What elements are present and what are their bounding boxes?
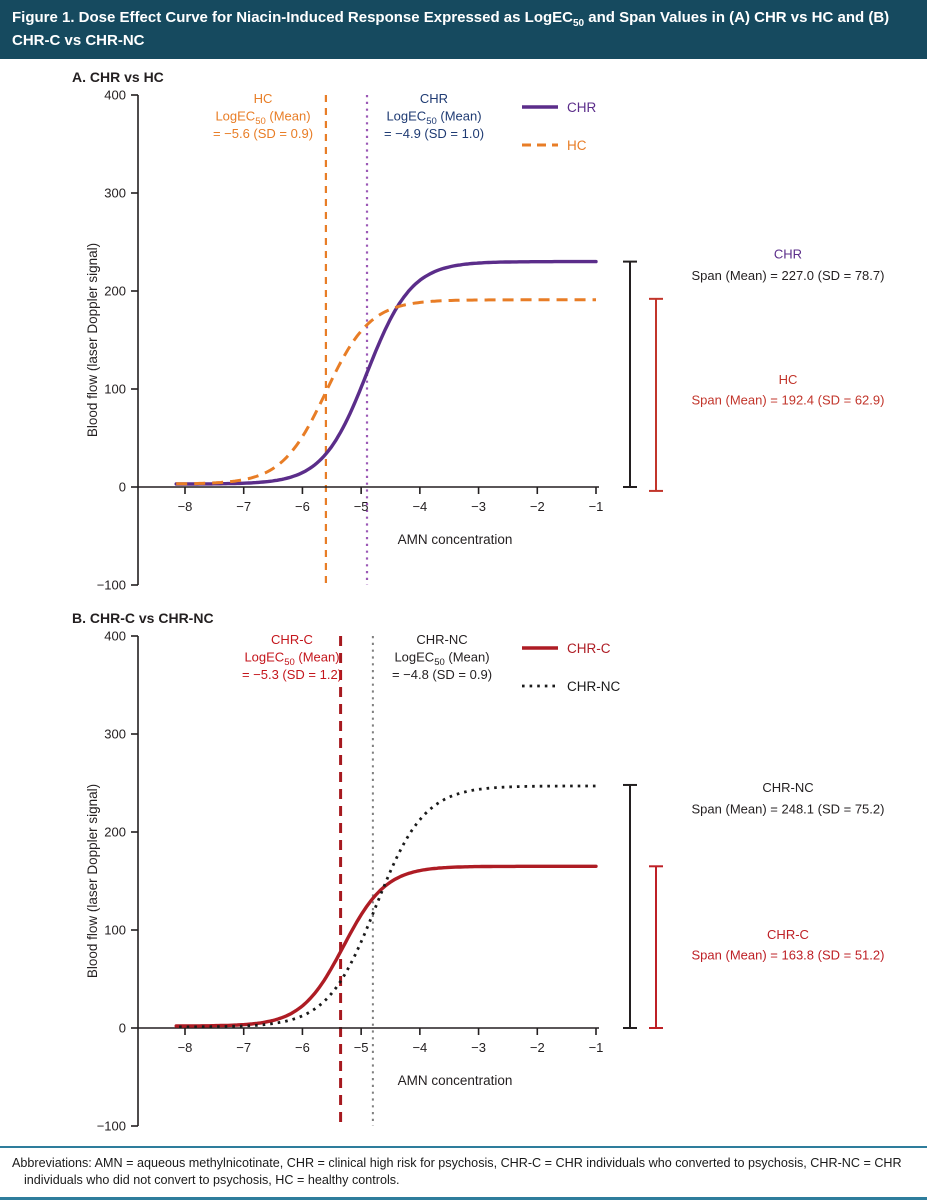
panel-a: A. CHR vs HC 400 300 200 100 0 −100 −8 −7 −6 −5 −4… xyxy=(0,59,927,600)
svg-text:−2: −2 xyxy=(530,1040,545,1055)
svg-text:CHR: CHR xyxy=(774,246,802,261)
figure-title-suffix: and Span Values in (A) CHR vs HC and (B)… xyxy=(12,9,890,49)
svg-text:−8: −8 xyxy=(178,1040,193,1055)
svg-text:= −5.6 (SD = 0.9): = −5.6 (SD = 0.9) xyxy=(213,126,313,141)
svg-text:−100: −100 xyxy=(97,1118,126,1133)
annotation-chr-logec50: CHR LogEC50 (Mean)= −4.9 (SD = 1.0) xyxy=(384,91,484,141)
series-CHR xyxy=(174,259,598,486)
svg-text:−6: −6 xyxy=(295,499,310,514)
svg-text:−4: −4 xyxy=(412,499,427,514)
legend-label-HC: HC xyxy=(567,138,587,153)
legend-label-CHR-C: CHR-C xyxy=(567,641,611,656)
svg-text:−5: −5 xyxy=(354,499,369,514)
annotation-chrc-logec50: CHR-C LogEC50 (Mean)= −5.3 (SD = 1.2) xyxy=(242,632,342,682)
panel-b: B. CHR-C vs CHR-NC 400 300 200 100 0 −100 −8 −7… xyxy=(0,600,927,1141)
axes: 400 300 200 100 0 −100 −8 −7 −6 −5 −4 −3 −2 −1 xyxy=(97,87,604,592)
span-bracket: HC Span (Mean) = 192.4 (SD = 62.9) xyxy=(649,297,885,492)
chart-a: 400 300 200 100 0 −100 −8 −7 −6 −5 −4 −3 −2 −1 Blood f… xyxy=(85,87,885,592)
svg-text:−100: −100 xyxy=(97,577,126,592)
svg-text:LogEC50 (Mean): LogEC50 (Mean) xyxy=(215,108,310,127)
svg-text:100: 100 xyxy=(104,381,126,396)
series-HC xyxy=(176,298,596,486)
svg-text:−8: −8 xyxy=(178,499,193,514)
annotation-chrnc-logec50: CHR-NC LogEC50 (Mean)= −4.8 (SD = 0.9) xyxy=(392,632,492,682)
svg-text:−1: −1 xyxy=(589,499,604,514)
figure-title: Figure 1. Dose Effect Curve for Niacin-I… xyxy=(12,9,889,49)
span-bracket: CHR-C Span (Mean) = 163.8 (SD = 51.2) xyxy=(649,865,885,1029)
svg-text:HC: HC xyxy=(254,91,273,106)
span-bracket: CHR-NC Span (Mean) = 248.1 (SD = 75.2) xyxy=(623,780,885,1029)
series-CHR-C xyxy=(174,864,598,1028)
svg-text:HC: HC xyxy=(779,372,798,387)
y-axis-label: Blood flow (laser Doppler signal) xyxy=(85,243,100,437)
x-axis-label: AMN concentration xyxy=(398,1073,513,1088)
svg-text:200: 200 xyxy=(104,824,126,839)
svg-text:−5: −5 xyxy=(354,1040,369,1055)
legend-label-CHR: CHR xyxy=(567,100,596,115)
svg-text:CHR-NC: CHR-NC xyxy=(416,632,467,647)
svg-text:−6: −6 xyxy=(295,1040,310,1055)
reference-lines xyxy=(324,94,369,585)
abbreviations-text: Abbreviations: AMN = aqueous methylnicot… xyxy=(12,1156,902,1187)
svg-text:= −4.9 (SD = 1.0): = −4.9 (SD = 1.0) xyxy=(384,126,484,141)
svg-text:= −4.8 (SD = 0.9): = −4.8 (SD = 0.9) xyxy=(392,667,492,682)
svg-text:−7: −7 xyxy=(236,499,251,514)
svg-text:400: 400 xyxy=(104,87,126,102)
svg-text:200: 200 xyxy=(104,283,126,298)
svg-text:0: 0 xyxy=(119,1020,126,1035)
span-bracket: CHR Span (Mean) = 227.0 (SD = 78.7) xyxy=(623,246,885,488)
figure-title-subscript: 50 xyxy=(572,18,585,29)
legend: CHR HC xyxy=(522,100,596,153)
annotation-hc-logec50: HC LogEC50 (Mean)= −5.6 (SD = 0.9) xyxy=(213,91,313,141)
svg-text:CHR-C: CHR-C xyxy=(271,632,313,647)
figure-header: Figure 1. Dose Effect Curve for Niacin-I… xyxy=(0,0,927,59)
axes: 400 300 200 100 0 −100 −8 −7 −6 −5 −4 −3 −2 −1 xyxy=(97,628,604,1133)
y-axis-label: Blood flow (laser Doppler signal) xyxy=(85,784,100,978)
panel-a-title: A. CHR vs HC xyxy=(72,68,164,85)
svg-text:Span (Mean) = 192.4 (SD = 62.9: Span (Mean) = 192.4 (SD = 62.9) xyxy=(692,392,885,407)
series-CHR-NC xyxy=(179,784,596,1029)
svg-text:−2: −2 xyxy=(530,499,545,514)
svg-text:0: 0 xyxy=(119,479,126,494)
svg-text:CHR-NC: CHR-NC xyxy=(762,780,813,795)
svg-text:400: 400 xyxy=(104,628,126,643)
panel-b-title: B. CHR-C vs CHR-NC xyxy=(72,609,214,626)
svg-text:300: 300 xyxy=(104,726,126,741)
reference-lines xyxy=(339,635,374,1126)
svg-text:LogEC50 (Mean): LogEC50 (Mean) xyxy=(244,649,339,668)
svg-text:−1: −1 xyxy=(589,1040,604,1055)
svg-text:CHR: CHR xyxy=(420,91,448,106)
figure-title-prefix: Figure 1. Dose Effect Curve for Niacin-I… xyxy=(12,9,573,26)
svg-text:LogEC50 (Mean): LogEC50 (Mean) xyxy=(386,108,481,127)
svg-text:300: 300 xyxy=(104,185,126,200)
legend: CHR-C CHR-NC xyxy=(522,641,620,694)
svg-text:Span (Mean) = 163.8 (SD = 51.2: Span (Mean) = 163.8 (SD = 51.2) xyxy=(692,947,885,962)
chart-b: 400 300 200 100 0 −100 −8 −7 −6 −5 −4 −3 −2 −1 Blood f… xyxy=(85,628,885,1133)
svg-text:100: 100 xyxy=(104,922,126,937)
svg-text:Span (Mean) = 227.0 (SD = 78.7: Span (Mean) = 227.0 (SD = 78.7) xyxy=(692,268,885,283)
svg-text:−7: −7 xyxy=(236,1040,251,1055)
svg-text:−3: −3 xyxy=(471,1040,486,1055)
svg-text:CHR-C: CHR-C xyxy=(767,927,809,942)
legend-label-CHR-NC: CHR-NC xyxy=(567,679,620,694)
svg-text:= −5.3 (SD = 1.2): = −5.3 (SD = 1.2) xyxy=(242,667,342,682)
abbreviations-footnote: Abbreviations: AMN = aqueous methylnicot… xyxy=(0,1146,927,1197)
x-axis-label: AMN concentration xyxy=(398,532,513,547)
svg-text:LogEC50 (Mean): LogEC50 (Mean) xyxy=(394,649,489,668)
svg-text:Span (Mean) = 248.1 (SD = 75.2: Span (Mean) = 248.1 (SD = 75.2) xyxy=(692,801,885,816)
svg-text:−3: −3 xyxy=(471,499,486,514)
svg-text:−4: −4 xyxy=(412,1040,427,1055)
